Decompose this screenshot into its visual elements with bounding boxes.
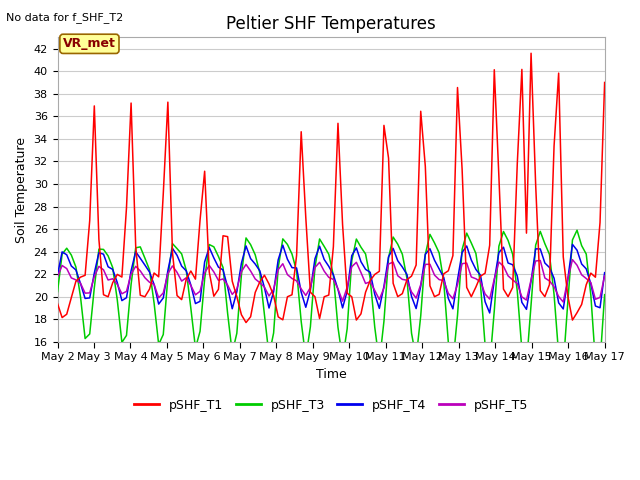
pSHF_T1: [435, 291, 443, 297]
pSHF_T1: [168, 250, 176, 255]
pSHF_T5: [568, 257, 576, 263]
pSHF_T4: [568, 241, 576, 247]
pSHF_T5: [431, 272, 438, 278]
pSHF_T5: [54, 274, 61, 279]
pSHF_T4: [486, 310, 493, 316]
pSHF_T1: [490, 67, 498, 72]
pSHF_T5: [601, 273, 609, 279]
Text: No data for f_SHF_T2: No data for f_SHF_T2: [6, 12, 124, 23]
pSHF_T4: [601, 270, 609, 276]
pSHF_T5: [559, 299, 567, 305]
pSHF_T4: [591, 303, 599, 309]
pSHF_T4: [168, 245, 176, 251]
pSHF_T3: [168, 241, 176, 247]
pSHF_T1: [527, 50, 535, 56]
pSHF_T5: [168, 263, 176, 269]
pSHF_T3: [486, 362, 493, 368]
Text: VR_met: VR_met: [63, 37, 116, 50]
pSHF_T1: [601, 80, 609, 85]
pSHF_T1: [201, 168, 209, 174]
Line: pSHF_T5: pSHF_T5: [58, 260, 605, 302]
pSHF_T1: [242, 320, 250, 325]
pSHF_T3: [591, 360, 599, 365]
pSHF_T3: [431, 240, 438, 246]
pSHF_T3: [601, 292, 609, 298]
Line: pSHF_T1: pSHF_T1: [58, 53, 605, 323]
Title: Peltier SHF Temperatures: Peltier SHF Temperatures: [226, 15, 436, 33]
pSHF_T4: [201, 259, 209, 265]
pSHF_T4: [431, 257, 438, 263]
Line: pSHF_T4: pSHF_T4: [58, 244, 605, 313]
Y-axis label: Soil Temperature: Soil Temperature: [15, 137, 28, 242]
pSHF_T1: [54, 301, 61, 307]
pSHF_T5: [486, 296, 493, 302]
pSHF_T3: [201, 276, 209, 282]
pSHF_T1: [591, 274, 599, 280]
pSHF_T5: [357, 270, 365, 276]
Legend: pSHF_T1, pSHF_T3, pSHF_T4, pSHF_T5: pSHF_T1, pSHF_T3, pSHF_T4, pSHF_T5: [129, 394, 533, 417]
pSHF_T3: [357, 244, 365, 250]
pSHF_T5: [201, 270, 209, 276]
Line: pSHF_T3: pSHF_T3: [58, 230, 605, 366]
pSHF_T1: [362, 289, 369, 295]
pSHF_T5: [591, 296, 599, 302]
X-axis label: Time: Time: [316, 368, 346, 381]
pSHF_T4: [54, 272, 61, 278]
pSHF_T3: [54, 289, 61, 295]
pSHF_T3: [559, 363, 567, 369]
pSHF_T3: [573, 228, 581, 233]
pSHF_T4: [490, 277, 498, 283]
pSHF_T4: [357, 259, 365, 264]
